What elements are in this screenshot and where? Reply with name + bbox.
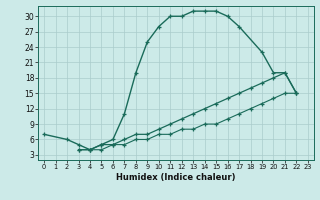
X-axis label: Humidex (Indice chaleur): Humidex (Indice chaleur) bbox=[116, 173, 236, 182]
